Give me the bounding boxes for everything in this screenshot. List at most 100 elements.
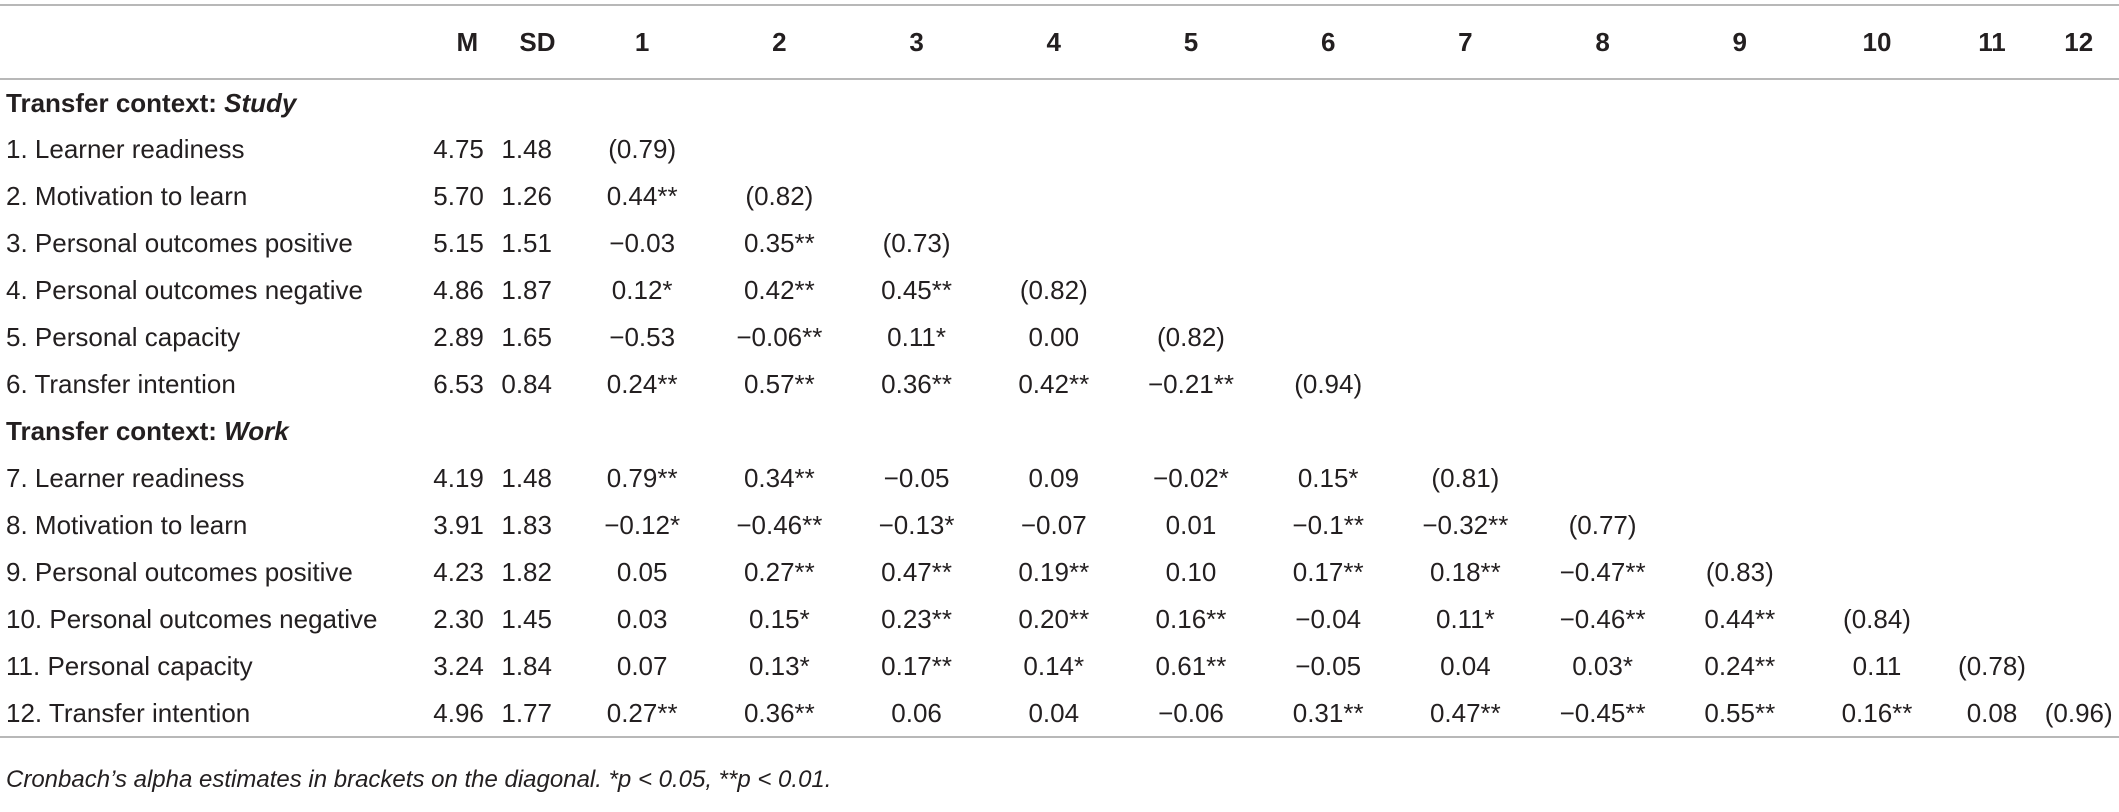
column-header: 12: [2038, 4, 2119, 80]
column-header: 8: [1533, 4, 1672, 80]
correlation-cell: 0.24**: [606, 369, 678, 399]
correlation-cell: 0.47**: [1396, 690, 1534, 738]
mean-cell: 2.30: [433, 604, 484, 634]
correlation-cell: 0.08: [1945, 690, 2039, 738]
header-label-column: [0, 4, 434, 80]
correlation-cell: (0.73): [882, 228, 951, 258]
column-header: SD: [501, 4, 574, 80]
sd-cell: 0.84: [501, 369, 552, 399]
correlation-cell: 0.27**: [743, 557, 815, 587]
row-label: 6. Transfer intention: [6, 369, 236, 399]
correlation-cell: [1397, 361, 1534, 408]
correlation-cell: 0.24**: [1704, 651, 1776, 681]
correlation-cell: 0.23**: [881, 604, 952, 634]
section-title: Transfer context: Study: [0, 79, 2119, 126]
correlation-cell: 0.42**: [1018, 369, 1090, 399]
sd-cell: 1.84: [501, 651, 552, 681]
correlation-cell: [1808, 267, 1945, 314]
column-header: 9: [1671, 4, 1809, 80]
correlation-cell: −0.05: [1295, 651, 1362, 681]
correlation-cell: [1808, 455, 1945, 502]
correlation-cell: 0.17**: [881, 651, 952, 681]
correlation-cell: [1808, 173, 1945, 220]
correlation-cell: (0.84): [1843, 604, 1911, 634]
correlation-cell: 0.07: [616, 651, 668, 681]
table-row: 10. Personal outcomes negative 2.30 1.45 0.…: [0, 596, 2119, 643]
correlation-cell: [1946, 267, 2039, 314]
correlation-cell: 0.57**: [743, 369, 815, 399]
correlation-cell: [1946, 361, 2039, 408]
correlation-cell: −0.05: [883, 463, 950, 493]
mean-cell: 3.24: [433, 651, 484, 681]
correlation-cell: −0.53: [609, 322, 676, 352]
correlation-cell: [1808, 361, 1945, 408]
correlation-cell: 0.10: [1165, 557, 1217, 587]
correlation-cell: −0.03: [609, 228, 676, 258]
correlation-cell: [1946, 173, 2039, 220]
correlation-cell: 0.42**: [743, 275, 815, 305]
correlation-cell: −0.45**: [1533, 690, 1672, 738]
mean-cell: 4.86: [433, 275, 484, 305]
correlation-cell: −0.04: [1295, 604, 1362, 634]
correlation-table: M SD 1 2 3 4 5 6 7 8 9 10 11 12 Transfer context: Stu…: [0, 4, 2119, 738]
correlation-cell: [1671, 314, 1808, 361]
correlation-cell: −0.46**: [736, 510, 823, 540]
correlation-cell: [1808, 314, 1945, 361]
correlation-cell: [2038, 502, 2119, 549]
correlation-cell: 0.18**: [1429, 557, 1501, 587]
correlation-cell: −0.07: [1020, 510, 1087, 540]
correlation-cell: [1260, 126, 1397, 173]
correlation-cell: [2038, 314, 2119, 361]
correlation-cell: [2038, 549, 2119, 596]
correlation-cell: [1397, 220, 1534, 267]
column-header: 11: [1945, 4, 2039, 80]
table-header-row: M SD 1 2 3 4 5 6 7 8 9 10 11 12: [0, 4, 2119, 80]
correlation-cell: [1671, 502, 1808, 549]
section-header-row: Transfer context: Study: [0, 79, 2119, 126]
correlation-cell: [1534, 267, 1671, 314]
correlation-cell: (0.81): [1431, 463, 1500, 493]
table-row: 2. Motivation to learn 5.70 1.26 0.44** (0.8…: [0, 173, 2119, 220]
correlation-cell: [1671, 126, 1808, 173]
correlation-cell: 0.15*: [1297, 463, 1359, 493]
row-label: 11. Personal capacity: [6, 651, 253, 681]
column-header: 2: [710, 4, 848, 80]
sd-cell: 1.45: [501, 604, 552, 634]
correlation-cell: 0.44**: [606, 181, 678, 211]
correlation-cell: 0.14*: [1023, 651, 1085, 681]
sd-cell: 1.48: [501, 463, 552, 493]
section-title-prefix: Transfer context:: [6, 416, 225, 446]
correlation-cell: 0.16**: [1808, 690, 1946, 738]
correlation-cell: −0.32**: [1422, 510, 1509, 540]
column-header: 10: [1808, 4, 1946, 80]
correlation-cell: [2038, 455, 2119, 502]
sd-cell: 1.82: [501, 557, 552, 587]
correlation-cell: [1946, 502, 2039, 549]
mean-cell: 2.89: [433, 322, 484, 352]
correlation-cell: −0.46**: [1559, 604, 1646, 634]
correlation-cell: 0.45**: [881, 275, 952, 305]
sd-cell: 1.83: [501, 510, 552, 540]
correlation-cell: 0.36**: [881, 369, 952, 399]
correlation-cell: [1260, 314, 1397, 361]
correlation-cell: 0.61**: [1155, 651, 1227, 681]
correlation-cell: (0.79): [608, 134, 677, 164]
correlation-cell: [1397, 314, 1534, 361]
correlation-cell: [1671, 455, 1808, 502]
mean-cell: 4.96: [433, 690, 502, 738]
correlation-cell: [1671, 173, 1808, 220]
correlation-cell: [848, 126, 985, 173]
sd-cell: 1.26: [501, 181, 552, 211]
correlation-cell: 0.44**: [1704, 604, 1776, 634]
correlation-cell: 0.03: [616, 604, 668, 634]
correlation-cell: 0.13*: [749, 651, 810, 681]
correlation-cell: [1534, 314, 1671, 361]
correlation-cell: 0.00: [1028, 322, 1080, 352]
correlation-cell: 0.09: [1028, 463, 1080, 493]
correlation-cell: −0.47**: [1559, 557, 1646, 587]
correlation-cell: [1808, 126, 1945, 173]
column-header: 3: [847, 4, 986, 80]
mean-cell: 4.19: [433, 463, 484, 493]
correlation-cell: [2038, 220, 2119, 267]
correlation-cell: [1808, 549, 1945, 596]
